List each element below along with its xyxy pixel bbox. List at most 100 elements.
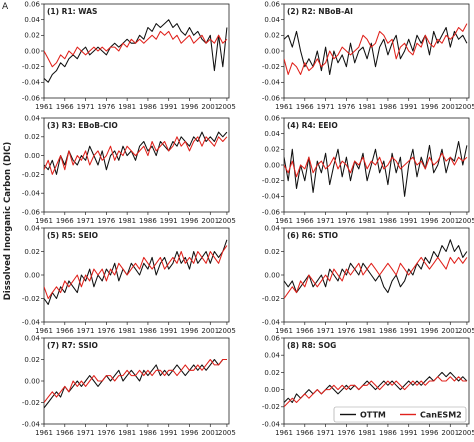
y-tick-label: 0.02 (24, 248, 40, 256)
panel-frame (283, 117, 470, 213)
series-line-canesm2 (284, 376, 467, 408)
y-tick-label: 0.04 (264, 224, 280, 232)
x-tick-label: 1996 (421, 429, 439, 437)
y-tick-label: 0.00 (24, 47, 40, 55)
y-tick-label: -0.02 (262, 63, 280, 71)
panel-title: (4) R4: EEIO (287, 121, 338, 130)
y-tick-label: 0.04 (24, 16, 40, 24)
x-tick-label: 2005 (218, 217, 236, 225)
panel-frame (43, 3, 230, 99)
x-tick-label: 1966 (56, 103, 74, 111)
x-tick-label: 1966 (296, 217, 314, 225)
panel-title: (3) R3: EBoB-CIO (47, 121, 118, 130)
x-tick-label: 1971 (77, 217, 95, 225)
x-tick-label: 1976 (337, 429, 355, 437)
x-tick-label: 2001 (201, 327, 219, 335)
y-tick-label: -0.02 (22, 399, 40, 407)
x-tick-label: 1966 (296, 103, 314, 111)
x-tick-label: 1961 (275, 103, 293, 111)
x-tick-label: 2001 (441, 217, 459, 225)
panel-title: (5) R5: SEIO (47, 231, 98, 240)
x-tick-label: 1966 (56, 429, 74, 437)
series-line-canesm2 (44, 136, 228, 175)
x-tick-label: 1961 (35, 429, 53, 437)
x-tick-label: 1996 (421, 103, 439, 111)
x-tick-label: 1996 (181, 217, 199, 225)
x-tick-label: 1971 (317, 429, 335, 437)
series-line-canesm2 (284, 23, 468, 76)
x-tick-label: 1986 (379, 327, 397, 335)
x-tick-label: 1991 (400, 327, 418, 335)
x-tick-label: 1996 (181, 103, 199, 111)
y-tick-label: -0.02 (262, 295, 280, 303)
y-tick-label: -0.04 (22, 318, 41, 326)
panel-frame (283, 227, 470, 323)
panel-frame (43, 117, 230, 213)
y-tick-label: -0.04 (22, 420, 41, 428)
x-tick-label: 2005 (218, 327, 236, 335)
x-tick-label: 1966 (296, 327, 314, 335)
x-tick-label: 2001 (201, 217, 219, 225)
series-line-canesm2 (44, 358, 227, 403)
x-tick-label: 1971 (317, 217, 335, 225)
y-tick-label: 0.02 (264, 32, 280, 40)
panel-frame (43, 227, 230, 323)
y-tick-label: 0.00 (24, 377, 40, 385)
y-tick-label: 0.02 (264, 248, 280, 256)
x-tick-label: 1961 (275, 429, 293, 437)
x-tick-label: 1981 (118, 103, 136, 111)
x-tick-label: 1961 (275, 217, 293, 225)
legend-label-ottm: OTTM (360, 411, 386, 420)
panel-title: (2) R2: NBoB-AI (287, 7, 353, 16)
x-tick-label: 1966 (56, 327, 74, 335)
x-tick-label: 2001 (441, 327, 459, 335)
x-tick-label: 1991 (160, 327, 178, 335)
y-tick-label: -0.04 (262, 193, 281, 201)
y-tick-label: 0.00 (264, 161, 280, 169)
figure-letter: A (2, 2, 9, 12)
x-tick-label: 1976 (97, 103, 115, 111)
x-tick-label: 1991 (400, 429, 418, 437)
series-line-canesm2 (44, 30, 228, 68)
x-tick-label: 1986 (379, 103, 397, 111)
x-tick-label: 1991 (160, 103, 178, 111)
y-tick-label: -0.04 (262, 318, 281, 326)
y-tick-label: 0.04 (264, 352, 280, 360)
y-tick-label: 0.06 (264, 114, 280, 122)
x-tick-label: 2005 (458, 217, 474, 225)
x-tick-label: 2001 (201, 103, 219, 111)
series-line-ottm (44, 239, 228, 305)
x-tick-label: 1966 (296, 429, 314, 437)
x-tick-label: 1981 (358, 103, 376, 111)
x-tick-label: 1971 (317, 103, 335, 111)
y-tick-label: 0.04 (264, 130, 280, 138)
y-tick-label: -0.04 (262, 420, 281, 428)
x-tick-label: 2001 (441, 103, 459, 111)
y-tick-label: -0.02 (262, 403, 280, 411)
x-tick-label: 1981 (118, 217, 136, 225)
y-tick-label: 0.02 (264, 146, 280, 154)
series-line-canesm2 (44, 245, 228, 300)
x-tick-label: 1961 (35, 217, 53, 225)
x-tick-label: 1996 (421, 217, 439, 225)
x-tick-label: 1976 (97, 429, 115, 437)
y-tick-label: 0.00 (264, 386, 280, 394)
x-tick-label: 1986 (139, 217, 157, 225)
x-tick-label: 2005 (218, 429, 236, 437)
x-tick-label: 1981 (358, 217, 376, 225)
x-tick-label: 1986 (379, 429, 397, 437)
x-tick-label: 1996 (181, 429, 199, 437)
x-tick-label: 1991 (400, 103, 418, 111)
x-tick-label: 1981 (118, 429, 136, 437)
series-line-canesm2 (284, 256, 468, 299)
x-tick-label: 1971 (317, 327, 335, 335)
x-tick-label: 1991 (400, 217, 418, 225)
y-tick-label: -0.02 (22, 171, 40, 179)
panel-title: (1) R1: WAS (47, 7, 97, 16)
x-tick-label: 1976 (337, 103, 355, 111)
series-line-canesm2 (284, 152, 468, 178)
x-tick-label: 1996 (421, 327, 439, 335)
